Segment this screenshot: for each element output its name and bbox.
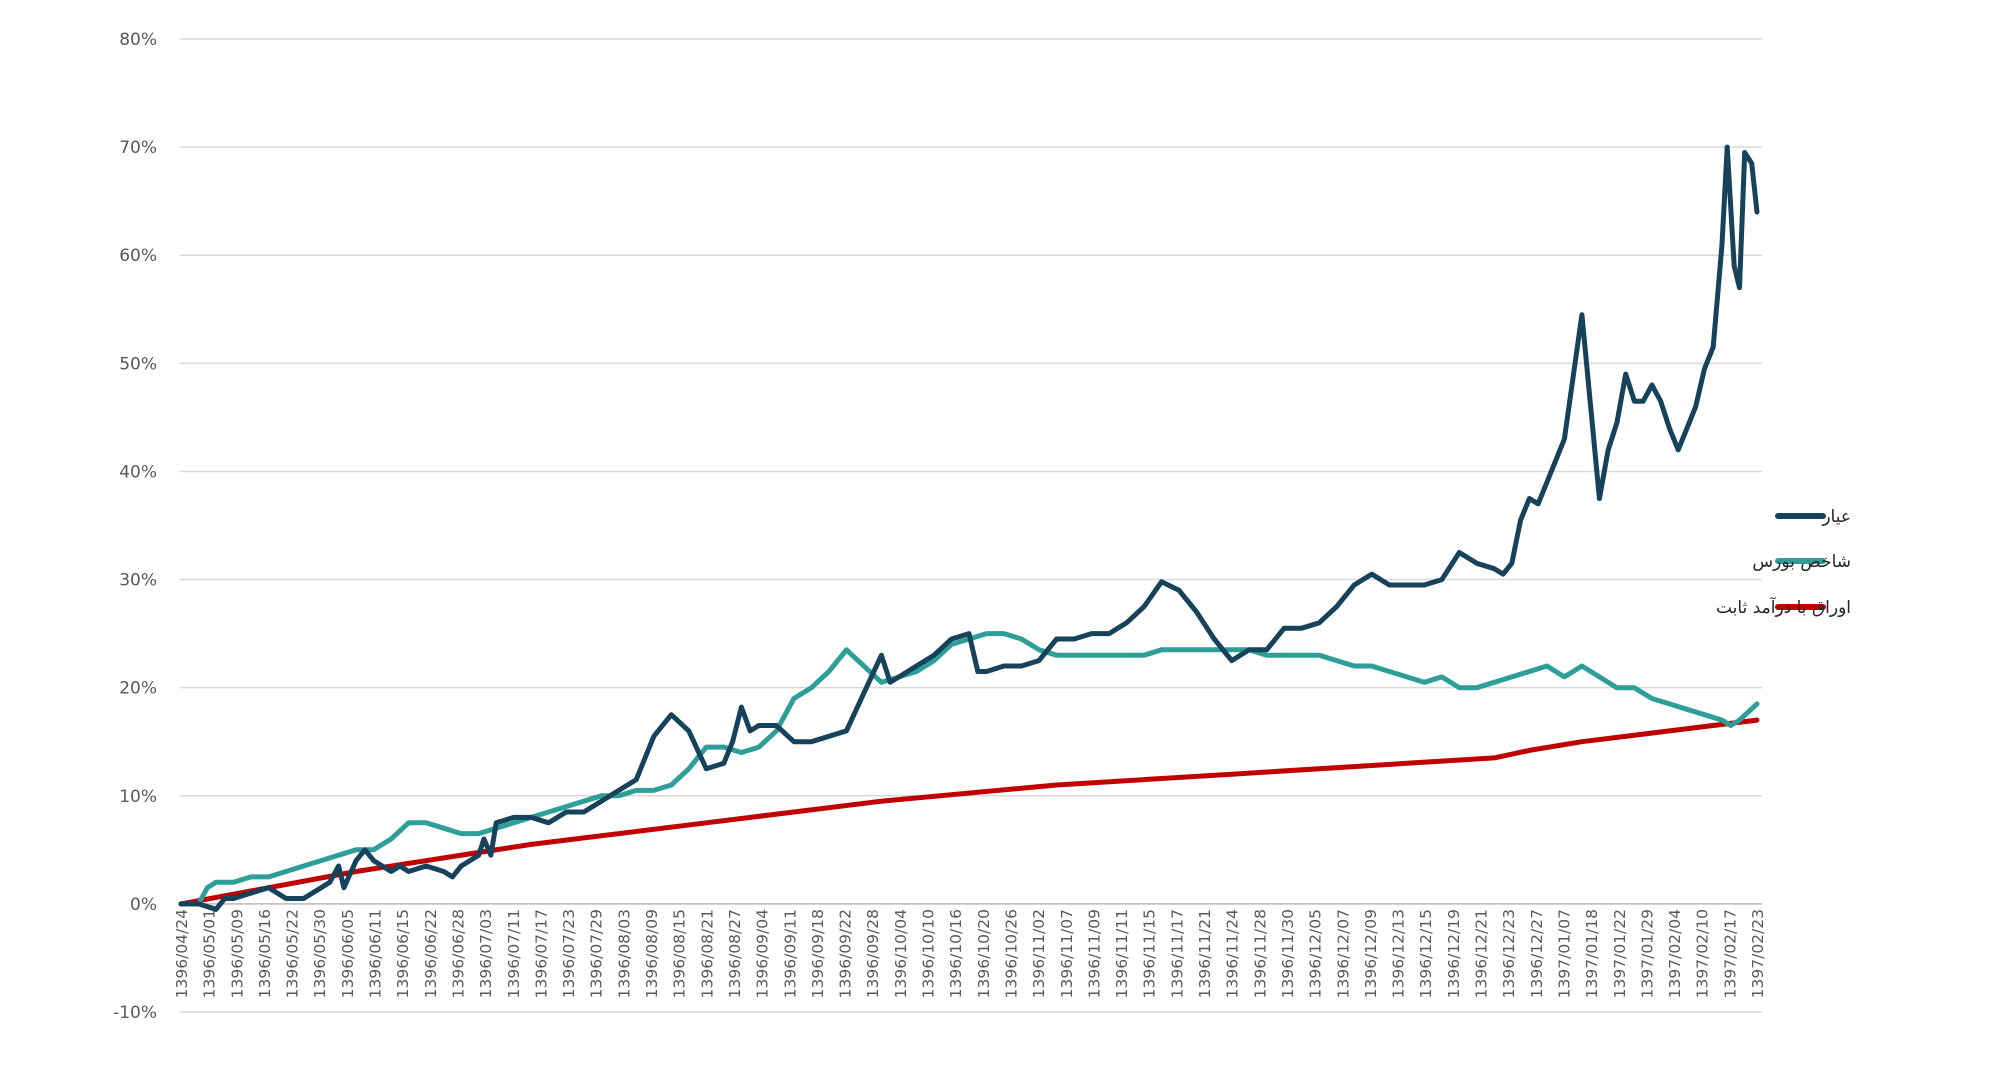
- x-tick-label: 1396/07/17: [532, 909, 550, 998]
- x-tick-label: 1396/11/07: [1058, 909, 1076, 998]
- x-tick-label: 1396/12/09: [1362, 909, 1380, 998]
- y-tick-label: 50%: [119, 354, 157, 374]
- y-tick-label: 40%: [119, 462, 157, 482]
- y-tick-label: 70%: [119, 138, 157, 158]
- x-tick-label: 1396/09/22: [837, 909, 855, 998]
- x-tick-label: 1396/12/27: [1528, 909, 1546, 998]
- x-tick-label: 1396/07/23: [560, 909, 578, 998]
- x-tick-label: 1396/08/15: [671, 909, 689, 998]
- x-tick-label: 1396/05/09: [228, 909, 246, 998]
- x-tick-label: 1396/12/15: [1417, 909, 1435, 998]
- x-tick-label: 1397/02/23: [1749, 909, 1767, 998]
- x-tick-label: 1396/09/04: [754, 909, 772, 998]
- y-tick-label: 30%: [119, 571, 157, 591]
- x-tick-label: 1396/07/11: [505, 909, 523, 998]
- x-tick-label: 1396/11/30: [1279, 909, 1297, 998]
- x-tick-label: 1396/10/26: [1002, 909, 1020, 998]
- x-tick-label: 1396/05/22: [284, 909, 302, 998]
- x-tick-label: 1396/05/01: [201, 909, 219, 998]
- x-tick-label: 1396/12/21: [1473, 909, 1491, 998]
- x-tick-label: 1396/09/28: [864, 909, 882, 998]
- series-lines: [178, 144, 1760, 912]
- y-tick-label: 10%: [119, 787, 157, 807]
- x-tick-label: 1397/02/10: [1694, 909, 1712, 998]
- x-tick-label: 1397/01/07: [1555, 909, 1573, 998]
- x-tick-label: 1396/07/03: [477, 909, 495, 998]
- series-line-3: [178, 717, 1760, 907]
- x-tick-label: 1397/01/18: [1583, 909, 1601, 998]
- x-tick-label: 1396/11/15: [1141, 909, 1159, 998]
- x-tick-label: 1396/12/13: [1390, 909, 1408, 998]
- x-tick-label: 1396/06/28: [449, 909, 467, 998]
- x-tick-label: 1396/11/24: [1224, 909, 1242, 998]
- x-tick-label: 1396/11/21: [1196, 909, 1214, 998]
- x-tick-label: 1396/10/10: [920, 909, 938, 998]
- legend-label: شاخص بورس: [1752, 552, 1851, 572]
- x-tick-label: 1396/11/28: [1251, 909, 1269, 998]
- y-tick-label: 20%: [119, 679, 157, 699]
- legend: عیار شاخص بورس اوراق با درآمد ثابت: [1716, 507, 1851, 618]
- x-tick-label: 1397/01/22: [1611, 909, 1629, 998]
- x-tick-label: 1396/10/20: [975, 909, 993, 998]
- x-tick-label: 1397/02/17: [1721, 909, 1739, 998]
- legend-label: عیار: [1821, 507, 1851, 527]
- y-tick-label: -10%: [113, 1003, 157, 1023]
- x-tick-label: 1396/10/04: [892, 909, 910, 998]
- x-tick-label: 1396/12/07: [1334, 909, 1352, 998]
- x-tick-label: 1396/12/19: [1445, 909, 1463, 998]
- y-tick-label: 0%: [130, 895, 157, 915]
- legend-label: اوراق با درآمد ثابت: [1716, 596, 1851, 618]
- x-tick-label: 1396/11/02: [1030, 909, 1048, 998]
- x-tick-label: 1396/11/17: [1168, 909, 1186, 998]
- y-tick-label: 80%: [119, 30, 157, 50]
- x-tick-label: 1396/04/24: [173, 909, 191, 998]
- x-tick-label: 1397/02/04: [1666, 909, 1684, 998]
- x-tick-label: 1396/08/21: [698, 909, 716, 998]
- gridlines: [180, 38, 1762, 1013]
- x-tick-label: 1396/08/27: [726, 909, 744, 998]
- x-tick-label: 1396/08/09: [643, 909, 661, 998]
- x-tick-label: 1396/08/03: [615, 909, 633, 998]
- x-tick-label: 1396/06/11: [367, 909, 385, 998]
- x-tick-label: 1396/09/11: [781, 909, 799, 998]
- x-tick-label: 1397/01/29: [1638, 909, 1656, 998]
- x-tick-label: 1396/12/23: [1500, 909, 1518, 998]
- x-tick-label: 1396/12/05: [1307, 909, 1325, 998]
- x-tick-label: 1396/09/18: [809, 909, 827, 998]
- x-tick-label: 1396/06/22: [422, 909, 440, 998]
- x-tick-label: 1396/06/15: [394, 909, 412, 998]
- x-axis: 1396/04/24 1396/05/01 1396/05/09 1396/05/16…: [173, 909, 1767, 998]
- x-tick-label: 1396/06/05: [339, 909, 357, 998]
- x-tick-label: 1396/11/11: [1113, 909, 1131, 998]
- x-tick-label: 1396/10/16: [947, 909, 965, 998]
- x-tick-label: 1396/05/16: [256, 909, 274, 998]
- y-axis: -10% 0% 10% 20% 30% 40% 50% 60% 70% 80%: [113, 30, 157, 1023]
- x-tick-label: 1396/05/30: [311, 909, 329, 998]
- y-tick-label: 60%: [119, 246, 157, 266]
- x-tick-label: 1396/11/09: [1085, 909, 1103, 998]
- series-line-1: [178, 144, 1760, 912]
- x-tick-label: 1396/07/29: [588, 909, 606, 998]
